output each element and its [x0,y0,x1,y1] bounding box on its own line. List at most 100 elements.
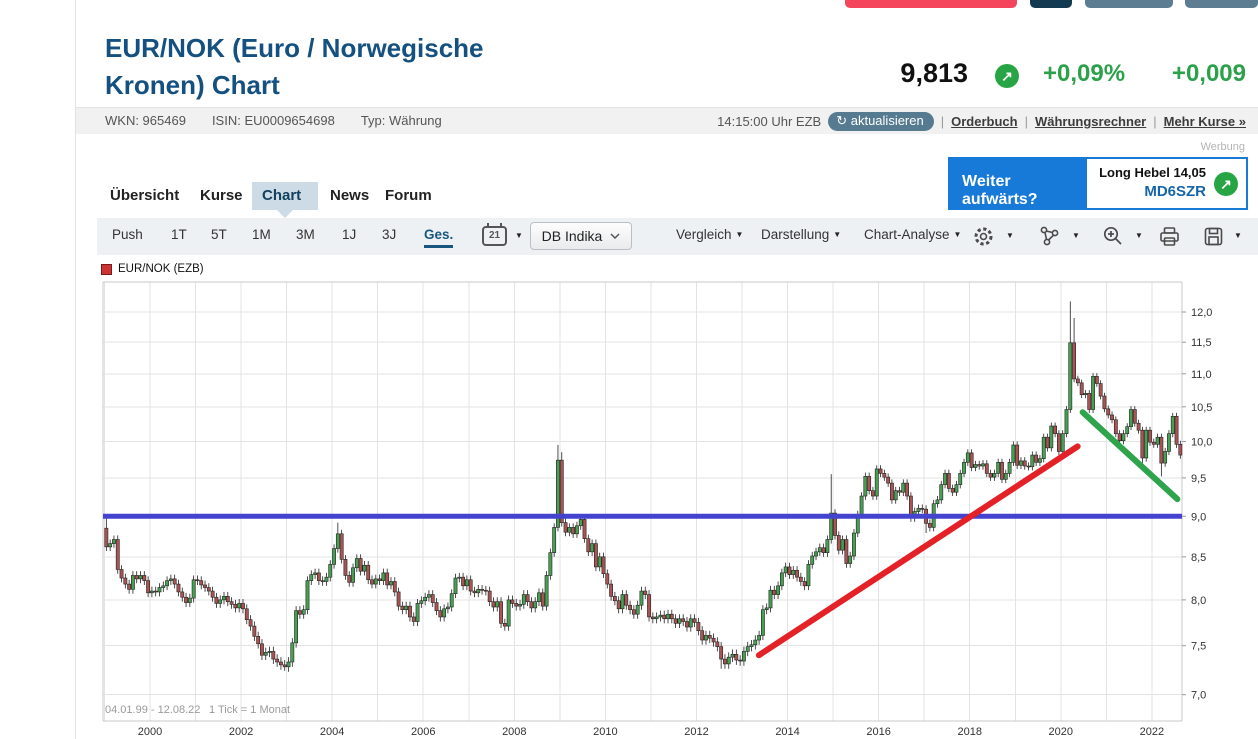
tab-news[interactable]: News [330,187,370,204]
range-1j[interactable]: 1J [342,227,357,242]
svg-text:7,5: 7,5 [1191,641,1206,653]
tab-chart-background [252,182,318,210]
svg-text:2002: 2002 [229,726,253,738]
range-3m[interactable]: 3M [296,227,315,242]
chart-date-range: 04.01.99 - 12.08.22 [105,704,200,716]
chart-tick-note: 1 Tick = 1 Monat [209,704,290,716]
range-push[interactable]: Push [112,227,143,242]
waehrungsrechner-link[interactable]: Währungsrechner [1034,113,1147,129]
range-1t[interactable]: 1T [171,227,187,242]
top-fragment-gray-button-2[interactable] [1185,0,1258,8]
quote-price: 9,813 [900,58,968,88]
chart-frame [102,281,1183,722]
mehr-kurse-link[interactable]: Mehr Kurse » [1163,113,1246,129]
svg-text:2010: 2010 [593,726,617,738]
ad-product-box: Long Hebel 14,05 MD6SZR ↗ [1087,159,1246,208]
quote-timestamp: 14:15:00 Uhr EZB [717,113,822,129]
price-chart[interactable]: 7,0 7,5 8,0 8,5 9,0 9,5 10,0 10,5 11,0 11,5 12,0 20… [97,258,1258,739]
quote-change-percent: +0,09% [1043,60,1126,87]
ad-banner[interactable]: Weiter aufwärts? Long Hebel 14,05 MD6SZR… [948,157,1248,210]
typ-label: Typ: Währung [360,113,442,128]
caret-down-icon: ▼ [953,230,962,239]
quote-change-absolute: +0,009 [1171,60,1246,87]
print-icon[interactable] [1158,225,1181,253]
svg-text:2006: 2006 [411,726,435,738]
svg-text:8,0: 8,0 [1191,595,1206,607]
caret-down-icon: ▼ [833,230,842,239]
top-fragment-gray-button-1[interactable] [1085,0,1173,8]
chart-analyse-menu[interactable]: Chart-Analyse ▼ [864,227,962,242]
ad-product: Long Hebel 14,05 [1099,165,1206,180]
wkn-label: WKN: 965469 [105,113,186,128]
svg-text:2014: 2014 [775,726,799,738]
refresh-button[interactable]: ↻ aktualisieren [828,111,934,131]
vergleich-menu[interactable]: Vergleich ▼ [676,227,744,242]
tab-forum[interactable]: Forum [385,187,432,204]
svg-text:2020: 2020 [1049,726,1073,738]
zoom-caret-icon[interactable]: ▼ [1135,231,1143,240]
x-axis-labels: 2000 2002 2004 2006 2008 2010 2012 2014 2016 2018… [138,726,1164,738]
y-axis-labels: 7,0 7,5 8,0 8,5 9,0 9,5 10,0 10,5 11,0 11,5 12,0 [1182,307,1212,702]
svg-text:9,5: 9,5 [1191,473,1206,485]
range-3j[interactable]: 3J [382,227,397,242]
indicators-caret-icon[interactable]: ▼ [1072,231,1080,240]
svg-text:10,0: 10,0 [1191,436,1212,448]
darstellung-menu[interactable]: Darstellung ▼ [761,227,842,242]
save-caret-icon[interactable]: ▼ [1234,231,1242,240]
tab-uebersicht[interactable]: Übersicht [110,187,180,204]
settings-gear-icon[interactable] [972,225,995,253]
svg-text:8,5: 8,5 [1191,552,1206,564]
instrument-info-band: WKN: 965469 ISIN: EU0009654698 Typ: Währun… [76,107,1258,134]
page-title: EUR/NOK (Euro / Norwegische Kronen) Char… [105,30,625,104]
save-icon[interactable] [1202,225,1225,253]
range-1m[interactable]: 1M [252,227,271,242]
svg-text:2022: 2022 [1140,726,1164,738]
zoom-in-icon[interactable] [1102,225,1125,253]
svg-text:2016: 2016 [866,726,890,738]
svg-text:2008: 2008 [502,726,526,738]
settings-caret-icon[interactable]: ▼ [1006,231,1014,240]
range-5t[interactable]: 5T [211,227,227,242]
svg-text:2018: 2018 [957,726,981,738]
chevron-down-icon [610,233,620,239]
legend-series-label: EUR/NOK (EZB) [118,263,204,275]
downtrend-line [1079,409,1181,503]
candlestick-series [104,301,1183,672]
svg-text:2000: 2000 [138,726,162,738]
ad-question: Weiter aufwärts? [962,173,1038,208]
svg-text:7,0: 7,0 [1191,690,1206,702]
tab-kurse[interactable]: Kurse [200,187,243,204]
chart-toolbar: Push 1T 5T 1M 3M 1J 3J Ges. 21 ▼ DB Indi… [97,218,1258,255]
svg-text:11,0: 11,0 [1191,369,1212,381]
chart-gridlines [103,282,1182,721]
separator: | [940,113,945,129]
orderbuch-link[interactable]: Orderbuch [951,113,1018,129]
caret-down-icon: ▼ [735,230,744,239]
indicator-dropdown[interactable]: DB Indika [530,222,632,250]
svg-text:2004: 2004 [320,726,344,738]
legend-swatch [101,263,112,275]
werbung-label: Werbung [1200,141,1245,153]
indicators-network-icon[interactable] [1038,225,1061,253]
page-title-line1: EUR/NOK (Euro / Norwegische [105,33,484,63]
isin-label: ISIN: EU0009654698 [211,113,335,128]
uptrend-line [755,443,1081,659]
ad-up-arrow-icon: ↗ [1214,172,1238,196]
chart-legend: EUR/NOK (EZB) [101,263,204,275]
calendar-icon[interactable]: 21 [482,223,507,246]
top-fragment-red-button[interactable] [845,0,1017,8]
range-gesamt[interactable]: Ges. [424,227,454,248]
top-fragment-navy-button[interactable] [1030,0,1072,8]
svg-text:2012: 2012 [684,726,708,738]
calendar-caret-icon[interactable]: ▼ [515,231,523,240]
instrument-ids: WKN: 965469 ISIN: EU0009654698 Typ: Währun… [105,113,468,128]
page-title-line2: Kronen) Chart [105,70,280,100]
tab-chart-notch [277,210,293,218]
refresh-icon: ↻ [836,112,848,128]
price-up-arrow-icon: ↗ [995,64,1019,88]
tab-chart[interactable]: Chart [262,187,302,204]
page-left-divider [75,0,76,739]
svg-text:9,0: 9,0 [1191,511,1206,523]
svg-text:12,0: 12,0 [1191,307,1212,319]
